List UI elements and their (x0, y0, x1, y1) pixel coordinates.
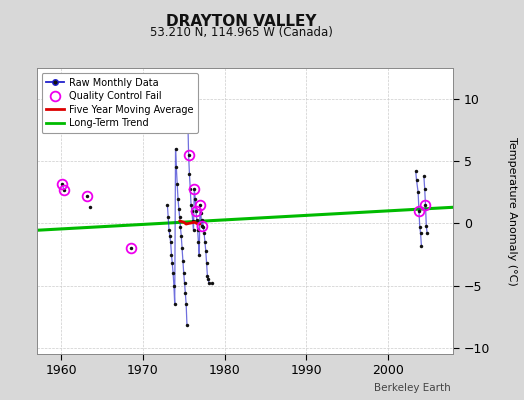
Text: 53.210 N, 114.965 W (Canada): 53.210 N, 114.965 W (Canada) (150, 26, 332, 39)
Legend: Raw Monthly Data, Quality Control Fail, Five Year Moving Average, Long-Term Tren: Raw Monthly Data, Quality Control Fail, … (41, 73, 198, 133)
Y-axis label: Temperature Anomaly (°C): Temperature Anomaly (°C) (507, 137, 517, 285)
Text: Berkeley Earth: Berkeley Earth (374, 383, 451, 393)
Text: DRAYTON VALLEY: DRAYTON VALLEY (166, 14, 316, 29)
